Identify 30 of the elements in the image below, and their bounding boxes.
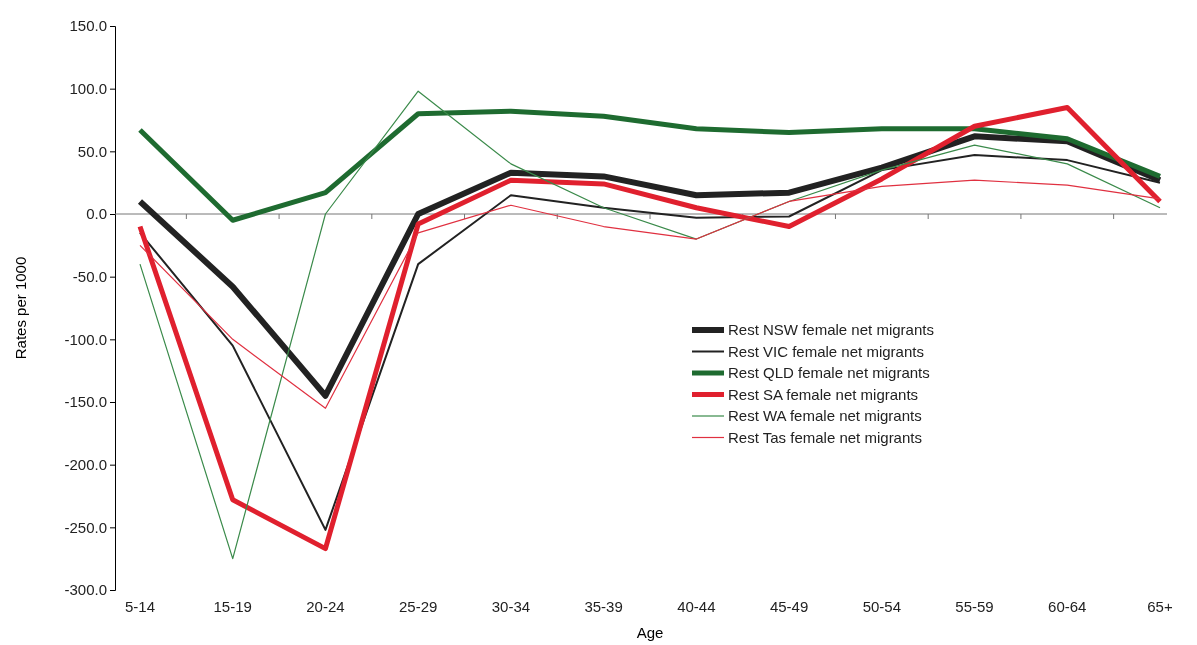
- y-tick-label: -150.0: [64, 393, 107, 411]
- y-tick-label: -250.0: [64, 518, 107, 536]
- legend-label: Rest Tas female net migrants: [728, 428, 922, 446]
- y-axis-title: Rates per 1000: [12, 256, 29, 360]
- legend-label: Rest NSW female net migrants: [728, 321, 934, 338]
- y-tick-label: -300.0: [64, 581, 107, 599]
- y-tick-label: 150.0: [69, 17, 107, 35]
- x-tick-label: 50-54: [862, 598, 902, 615]
- x-axis-title: Age: [636, 624, 664, 641]
- x-tick-label: 60-64: [1048, 598, 1087, 615]
- y-tick-label: -50.0: [72, 267, 107, 285]
- legend-label: Rest WA female net migrants: [728, 407, 922, 424]
- x-tick-label: 5-14: [124, 598, 156, 615]
- x-tick-label: 55-59: [955, 598, 994, 615]
- x-tick-label: 30-34: [491, 598, 531, 615]
- x-tick-label: 20-24: [306, 598, 345, 615]
- x-tick-label: 45-49: [769, 598, 809, 615]
- y-tick-label: 50.0: [77, 142, 107, 160]
- legend-label: Rest SA female net migrants: [728, 385, 919, 403]
- x-tick-label: 25-29: [398, 598, 438, 615]
- x-tick-label: 15-19: [213, 598, 252, 615]
- legend-label: Rest QLD female net migrants: [728, 364, 930, 381]
- legend-label: Rest VIC female net migrants: [728, 342, 924, 360]
- x-tick-label: 40-44: [677, 598, 716, 615]
- y-tick-label: -100.0: [64, 330, 107, 348]
- y-tick-label: -200.0: [64, 455, 107, 473]
- y-tick-label: 100.0: [69, 79, 107, 97]
- x-tick-label: 65+: [1147, 598, 1173, 615]
- y-tick-label: 0.0: [86, 205, 107, 223]
- x-tick-label: 35-39: [584, 598, 623, 615]
